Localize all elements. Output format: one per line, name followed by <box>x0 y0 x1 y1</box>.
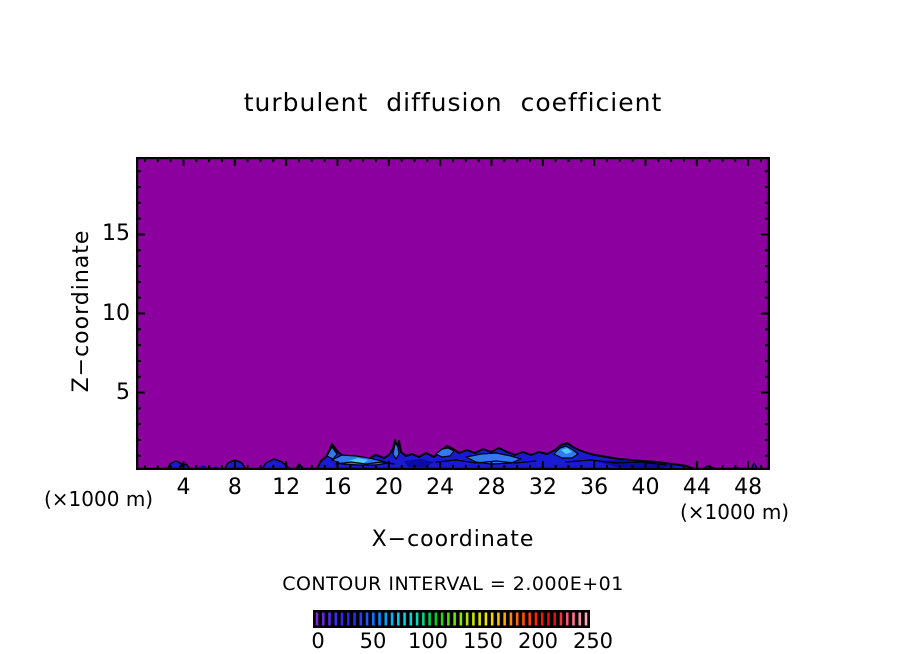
x-tick-label-28: 28 <box>477 475 506 500</box>
x-tick-label-32: 32 <box>528 475 557 500</box>
chart-title: turbulent diffusion coefficient <box>243 88 663 117</box>
colorbar-tick-label-100: 100 <box>407 629 449 653</box>
x-tick-label-44: 44 <box>682 475 711 500</box>
contour-feature-spike-inner <box>392 442 400 460</box>
y-tick-label-15: 15 <box>102 221 130 247</box>
colorbar-tick-label-0: 0 <box>311 629 325 653</box>
contour-plot-area <box>135 156 771 471</box>
contour-feature-inner-light-2 <box>435 447 455 458</box>
x-tick-label-16: 16 <box>323 475 352 500</box>
x-axis-label: X−coordinate <box>371 527 535 552</box>
colorbar-svg <box>315 612 588 626</box>
x-tick-label-4: 4 <box>176 475 191 500</box>
contour-interval-caption: CONTOUR INTERVAL = 2.000E+01 <box>282 573 624 595</box>
x-tick-label-48: 48 <box>734 475 763 500</box>
contour-feature-inner-cyan-2 <box>561 448 572 454</box>
y-tick-label-5: 5 <box>116 379 130 405</box>
contour-feature-navy-2 <box>596 460 676 468</box>
y-tick-label-10: 10 <box>102 300 130 326</box>
x-axis-unit-label-right: (×1000 m) <box>680 500 790 524</box>
x-axis-unit-label-left: (×1000 m) <box>44 487 154 511</box>
x-tick-label-8: 8 <box>227 475 242 500</box>
x-tick-label-24: 24 <box>426 475 455 500</box>
colorbar-tick-label-150: 150 <box>462 629 504 653</box>
contour-feature-peak-inner <box>326 446 338 460</box>
colorbar-tick-label-200: 200 <box>517 629 559 653</box>
colorbar <box>313 610 590 628</box>
x-tick-label-12: 12 <box>272 475 301 500</box>
x-tick-label-20: 20 <box>374 475 403 500</box>
contour-feature-squiggle-2 <box>435 459 537 464</box>
contour-feature-squiggle-1 <box>335 461 395 465</box>
colorbar-tick-label-50: 50 <box>359 629 387 653</box>
x-tick-label-36: 36 <box>580 475 609 500</box>
colorbar-tick-label-250: 250 <box>572 629 614 653</box>
x-tick-label-40: 40 <box>631 475 660 500</box>
contour-feature-squiggle-3 <box>565 459 667 466</box>
contour-field-svg <box>135 156 771 471</box>
